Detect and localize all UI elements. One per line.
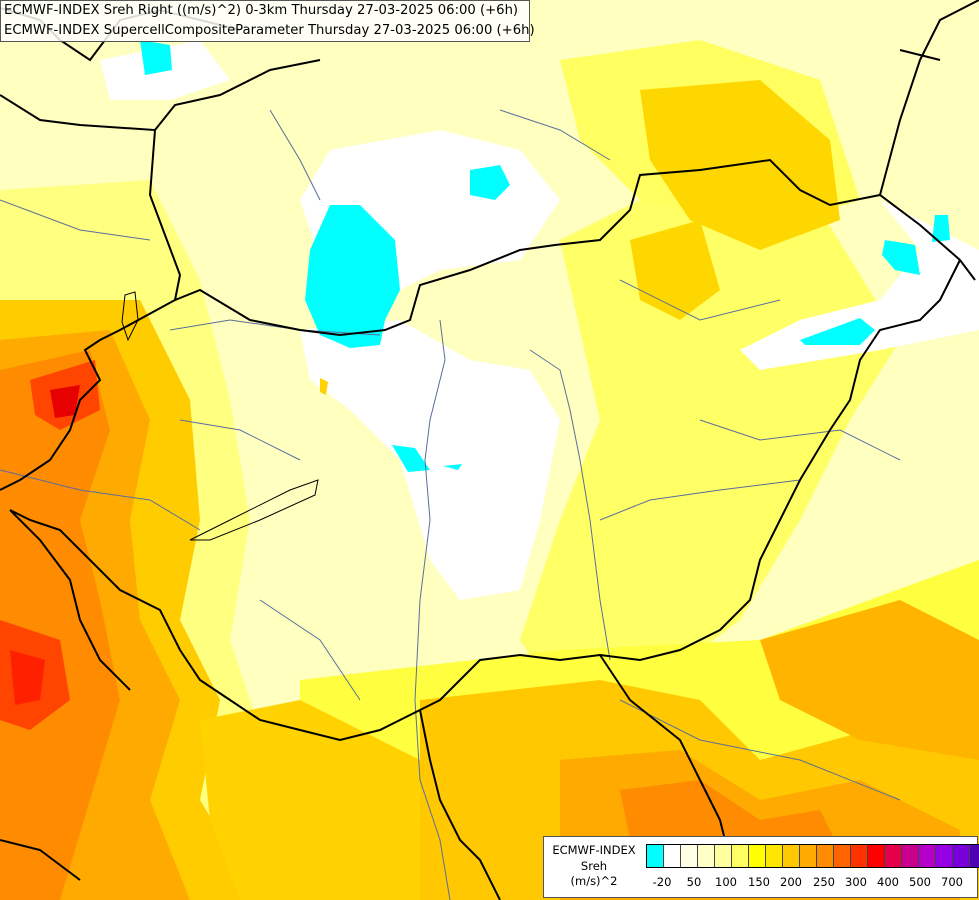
field-yellow-east — [520, 170, 900, 700]
legend-swatch — [766, 845, 783, 867]
color-legend: ECMWF-INDEX Sreh (m/s)^2 -20 50 100 150 200 2… — [543, 836, 979, 898]
map-title-box: ECMWF-INDEX Sreh Right ((m/s)^2) 0-3km T… — [0, 0, 535, 42]
lake-balaton — [189, 479, 319, 541]
legend-swatch — [936, 845, 953, 867]
legend-swatch — [902, 845, 919, 867]
title-line-scp: ECMWF-INDEX SupercellCompositeParameter … — [4, 23, 535, 38]
legend-swatch — [919, 845, 936, 867]
legend-tick-label: 300 — [845, 875, 867, 889]
legend-swatch — [834, 845, 851, 867]
field-cyan-big — [305, 205, 400, 348]
field-orange-se — [760, 600, 979, 760]
legend-tick-label: 50 — [686, 875, 702, 889]
title-line-sreh: ECMWF-INDEX Sreh Right ((m/s)^2) 0-3km T… — [4, 3, 519, 18]
legend-tick-label: 150 — [748, 875, 770, 889]
legend-swatch — [970, 845, 979, 867]
legend-swatch — [851, 845, 868, 867]
field-darkorange-sw — [0, 350, 120, 900]
legend-tick-label: -20 — [652, 875, 672, 889]
field-cyan-east — [800, 318, 875, 345]
legend-tick-label: 700 — [941, 875, 963, 889]
field-red-core-1b — [50, 385, 80, 418]
field-cyan-north — [470, 165, 510, 200]
field-cyan-nw — [140, 40, 172, 75]
legend-swatch — [647, 845, 664, 867]
legend-swatch — [953, 845, 970, 867]
field-white-east — [740, 200, 979, 370]
legend-swatch — [681, 845, 698, 867]
legend-tick-label: 500 — [909, 875, 931, 889]
legend-swatch — [715, 845, 732, 867]
legend-tick-label: 100 — [715, 875, 737, 889]
legend-swatch — [732, 845, 749, 867]
field-cyan-center2 — [443, 464, 462, 470]
legend-tick-label: 400 — [877, 875, 899, 889]
legend-tick-label: 250 — [813, 875, 835, 889]
legend-swatch — [783, 845, 800, 867]
legend-swatch — [885, 845, 902, 867]
legend-swatch — [868, 845, 885, 867]
field-red-core-2b — [10, 650, 45, 705]
lake-neusiedl — [121, 291, 139, 342]
legend-title: ECMWF-INDEX Sreh (m/s)^2 — [544, 843, 644, 890]
legend-swatch — [698, 845, 715, 867]
field-white-center — [300, 320, 560, 600]
field-cyan-center — [392, 445, 430, 472]
field-gold-spot — [320, 378, 328, 395]
field-cyan-ne1 — [882, 240, 920, 275]
field-gold-center-n — [630, 220, 720, 320]
legend-swatch — [664, 845, 681, 867]
legend-swatches — [646, 844, 979, 868]
field-gold-mid-south — [200, 700, 420, 900]
legend-title-param: Sreh — [580, 858, 608, 873]
legend-title-unit: (m/s)^2 — [570, 874, 618, 888]
legend-swatch — [817, 845, 834, 867]
field-cyan-ne2 — [932, 215, 950, 242]
legend-tick-label: 200 — [780, 875, 802, 889]
legend-swatch — [800, 845, 817, 867]
legend-swatch — [749, 845, 766, 867]
rivers — [0, 109, 901, 900]
legend-ticks: -20 50 100 150 200 250 300 400 500 700 — [646, 875, 976, 891]
legend-title-source: ECMWF-INDEX — [552, 843, 636, 857]
